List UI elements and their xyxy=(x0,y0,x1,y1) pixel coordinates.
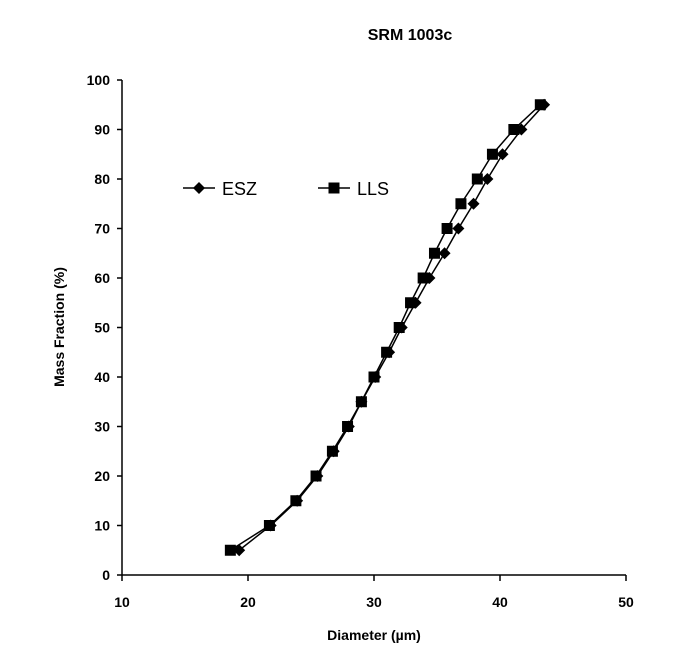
y-tick-label: 100 xyxy=(87,72,111,88)
legend-label: ESZ xyxy=(222,179,257,199)
data-point xyxy=(481,173,494,185)
data-point xyxy=(496,148,509,161)
data-point xyxy=(428,247,440,259)
data-point xyxy=(508,124,520,135)
series-esz xyxy=(233,98,551,557)
legend-marker xyxy=(193,182,205,194)
data-point xyxy=(471,173,483,185)
x-tick-label: 50 xyxy=(618,594,634,610)
data-point xyxy=(534,99,546,111)
y-tick-label: 30 xyxy=(94,419,110,435)
data-point xyxy=(342,421,354,432)
legend-marker xyxy=(328,182,340,194)
data-point xyxy=(290,495,302,507)
data-point xyxy=(452,222,465,235)
data-point xyxy=(441,223,453,234)
data-point xyxy=(263,520,275,531)
x-tick-label: 40 xyxy=(492,594,508,610)
data-point xyxy=(438,247,451,260)
y-tick-label: 90 xyxy=(94,122,110,138)
data-point xyxy=(224,544,236,556)
y-tick-label: 40 xyxy=(94,369,110,385)
data-point xyxy=(393,322,405,333)
series-lls xyxy=(224,99,546,556)
chart-title: SRM 1003c xyxy=(368,27,453,44)
legend-item-lls: LLS xyxy=(318,179,389,199)
legend: ESZ LLS xyxy=(183,179,389,199)
data-point xyxy=(355,396,367,408)
data-point xyxy=(486,148,498,160)
y-tick-label: 0 xyxy=(102,567,110,583)
y-tick-label: 10 xyxy=(94,518,110,534)
x-axis-label: Diameter (µm) xyxy=(327,627,421,643)
data-point xyxy=(310,470,322,482)
legend-item-esz: ESZ xyxy=(183,179,257,199)
x-tick-label: 20 xyxy=(240,594,256,610)
y-tick-label: 60 xyxy=(94,270,110,286)
y-axis-label: Mass Fraction (%) xyxy=(51,267,67,387)
legend-label: LLS xyxy=(357,179,389,199)
data-point xyxy=(326,445,338,457)
series-line xyxy=(238,104,545,551)
y-tick-label: 50 xyxy=(94,320,110,336)
data-point xyxy=(467,197,480,210)
y-tick-label: 80 xyxy=(94,171,110,187)
data-point xyxy=(381,346,393,358)
y-tick-label: 70 xyxy=(94,221,110,237)
y-tick-label: 20 xyxy=(94,468,110,484)
data-point xyxy=(417,272,429,284)
x-tick-label: 10 xyxy=(114,594,130,610)
data-point xyxy=(455,198,467,210)
data-point xyxy=(405,297,417,309)
data-point xyxy=(368,371,380,383)
x-tick-label: 30 xyxy=(366,594,382,610)
series-line xyxy=(229,104,541,551)
